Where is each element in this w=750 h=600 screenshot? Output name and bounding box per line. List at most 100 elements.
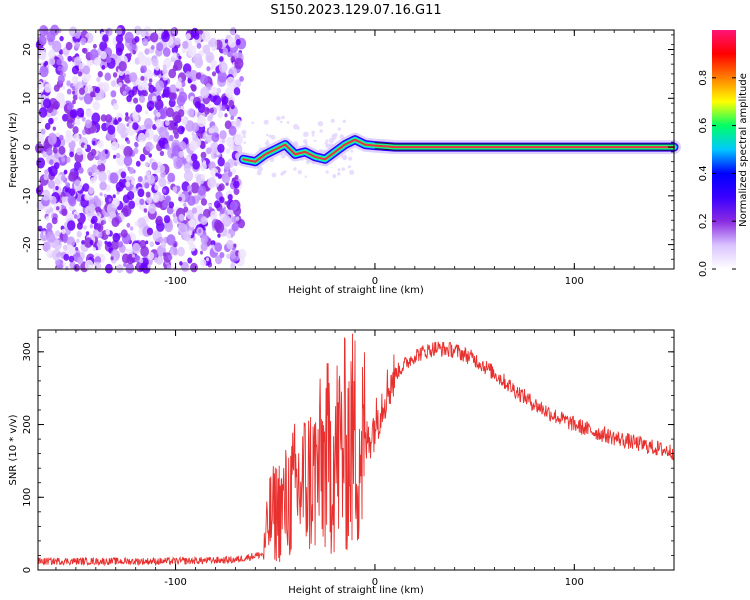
noise-speck	[110, 80, 116, 87]
noise-speck	[95, 206, 102, 214]
noise-speck	[93, 195, 99, 203]
noise-speck	[71, 76, 79, 84]
noise-speck	[119, 144, 125, 151]
noise-speck	[51, 217, 58, 225]
noise-speck	[202, 44, 211, 55]
noise-speck	[263, 119, 269, 125]
noise-speck	[214, 200, 221, 209]
noise-speck	[97, 71, 103, 78]
noise-speck	[64, 181, 68, 186]
noise-speck	[63, 169, 68, 175]
noise-speck	[97, 139, 104, 148]
noise-speck	[134, 255, 140, 263]
noise-speck	[231, 216, 237, 224]
noise-speck	[88, 186, 94, 195]
noise-speck	[304, 175, 307, 178]
noise-speck	[217, 173, 222, 179]
noise-speck	[231, 222, 239, 232]
chart-title: S150.2023.129.07.16.G11	[270, 3, 441, 18]
noise-speck	[208, 127, 214, 134]
noise-speck	[215, 172, 219, 177]
noise-speck	[189, 243, 196, 252]
noise-speck	[69, 246, 77, 255]
noise-speck	[192, 160, 200, 170]
noise-speck	[61, 196, 66, 201]
noise-speck	[169, 84, 177, 94]
noise-speck	[233, 243, 237, 248]
noise-speck	[193, 32, 200, 40]
colorbar-tick-label: 0.4	[698, 165, 709, 181]
noise-speck	[118, 82, 123, 88]
noise-speck	[224, 201, 228, 205]
noise-speck	[101, 65, 106, 70]
noise-speck	[231, 168, 237, 175]
noise-speck	[205, 134, 213, 143]
noise-speck	[126, 139, 131, 145]
noise-speck	[125, 112, 129, 117]
noise-speck	[150, 32, 159, 43]
noise-speck	[58, 145, 66, 155]
noise-speck	[52, 147, 58, 154]
x-tick-label: -100	[164, 577, 187, 588]
noise-speck	[140, 29, 147, 38]
noise-speck	[187, 195, 196, 206]
noise-speck	[193, 53, 203, 65]
noise-speck	[152, 194, 160, 203]
noise-speck	[55, 132, 60, 138]
ridge-outline-bottom	[374, 148, 674, 151]
snr-panel: -100 0 100 0 100 200 300 Height of straight li…	[8, 329, 675, 596]
noise-speck	[100, 51, 107, 60]
noise-speck	[131, 253, 135, 258]
noise-speck	[187, 257, 193, 264]
noise-speck	[59, 35, 64, 42]
noise-speck	[178, 213, 185, 221]
noise-speck	[281, 115, 285, 120]
noise-speck	[209, 37, 218, 48]
noise-speck	[143, 90, 148, 97]
noise-speck	[210, 66, 214, 71]
noise-speck	[200, 151, 207, 159]
noise-speck	[163, 215, 171, 224]
noise-speck	[117, 117, 122, 122]
noise-speck	[147, 264, 151, 269]
noise-speck	[68, 255, 75, 263]
noise-speck	[172, 52, 177, 59]
noise-speck	[61, 66, 67, 73]
noise-speck	[166, 264, 172, 270]
ridge-core	[242, 138, 675, 163]
noise-speck	[221, 95, 229, 105]
noise-speck	[165, 120, 170, 126]
noise-speck	[96, 240, 103, 248]
noise-speck	[49, 207, 54, 213]
noise-speck	[44, 169, 49, 175]
noise-speck	[211, 244, 215, 249]
noise-speck	[72, 126, 79, 134]
noise-speck	[81, 71, 91, 83]
noise-speck	[230, 262, 236, 269]
noise-speck	[224, 87, 234, 98]
noise-speck	[83, 144, 88, 150]
noise-speck	[94, 57, 101, 66]
x-tick-label: -100	[164, 276, 187, 287]
noise-speck	[200, 216, 208, 225]
noise-speck	[251, 121, 254, 125]
noise-speck	[113, 119, 118, 126]
colorbar-tick-label: 0.8	[698, 70, 709, 86]
noise-speck	[74, 32, 81, 39]
noise-speck	[68, 171, 77, 182]
noise-speck	[217, 143, 225, 153]
colorbar-ticks: 0.0 0.2 0.4 0.6 0.8	[698, 70, 736, 277]
noise-speck	[49, 159, 54, 166]
noise-speck	[350, 149, 354, 153]
noise-speck	[81, 48, 86, 53]
noise-speck	[69, 151, 74, 158]
noise-speck	[219, 207, 225, 215]
noise-speck	[108, 198, 112, 202]
noise-speck	[35, 143, 44, 154]
noise-speck	[107, 124, 116, 135]
noise-speck	[132, 122, 139, 131]
noise-speck	[39, 25, 49, 37]
noise-speck	[56, 58, 62, 66]
noise-speck	[139, 198, 145, 206]
